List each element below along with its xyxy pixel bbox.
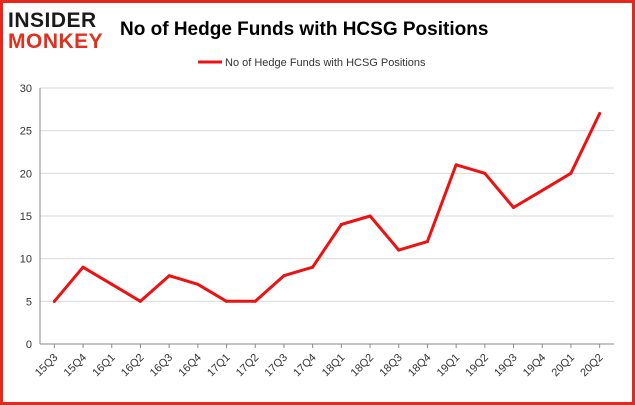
y-tick-label: 0 [26, 339, 32, 351]
axes [39, 88, 614, 348]
data-point [196, 282, 200, 286]
logo-bottom-text: MONKEY [8, 30, 103, 53]
y-tick-label: 15 [20, 211, 32, 223]
y-tick-label: 25 [20, 126, 32, 138]
x-tick-label: 17Q4 [291, 352, 319, 380]
insider-monkey-logo: INSIDER MONKEY [8, 9, 103, 53]
x-tick-label: 16Q3 [148, 352, 176, 380]
x-tick-label: 18Q1 [320, 352, 348, 380]
data-point [253, 299, 257, 303]
y-tick-label: 5 [26, 296, 32, 308]
data-point [339, 223, 343, 227]
data-point [425, 240, 429, 244]
logo-top-text: INSIDER [8, 9, 97, 32]
x-tick-label: 17Q3 [263, 352, 291, 380]
data-point [81, 265, 85, 269]
x-tick-label: 19Q2 [463, 352, 491, 380]
data-point [138, 299, 142, 303]
data-point [52, 299, 56, 303]
y-tick-label: 20 [20, 168, 32, 180]
x-tick-label: 20Q1 [550, 352, 578, 380]
x-tick-label: 16Q4 [176, 352, 204, 380]
series-layer [52, 112, 602, 303]
data-point [483, 171, 487, 175]
y-tick-labels: 0 5 10 15 20 25 30 [20, 83, 32, 351]
x-tick-label: 16Q2 [119, 352, 147, 380]
x-tick-label: 15Q4 [62, 352, 90, 380]
x-tick-label: 15Q3 [33, 352, 61, 380]
x-tick-label: 20Q2 [578, 352, 606, 380]
x-tick-label: 16Q1 [90, 352, 118, 380]
y-tick-label: 30 [20, 83, 32, 95]
data-point [110, 282, 114, 286]
data-point [311, 265, 315, 269]
series-line [52, 112, 602, 303]
x-tick-label: 18Q3 [377, 352, 405, 380]
data-point [540, 188, 544, 192]
data-point [397, 248, 401, 252]
x-tick-label: 19Q3 [492, 352, 520, 380]
x-tick-label: 18Q4 [406, 352, 434, 380]
legend-label: No of Hedge Funds with HCSG Positions [225, 57, 426, 69]
data-point [598, 112, 602, 116]
x-tick-label: 19Q1 [435, 352, 463, 380]
legend: No of Hedge Funds with HCSG Positions [198, 57, 426, 69]
data-point [225, 299, 229, 303]
x-tick-label: 17Q2 [234, 352, 262, 380]
x-tick-label: 18Q2 [349, 352, 377, 380]
x-tick-label: 17Q1 [205, 352, 233, 380]
data-point [512, 205, 516, 209]
y-tick-label: 10 [20, 254, 32, 266]
x-tick-label: 19Q4 [521, 352, 549, 380]
chart-title: No of Hedge Funds with HCSG Positions [120, 19, 488, 40]
data-point [167, 274, 171, 278]
data-point [282, 274, 286, 278]
data-point [454, 163, 458, 167]
data-point [368, 214, 372, 218]
x-tick-labels: 15Q3 15Q4 16Q1 16Q2 16Q3 16Q4 17Q1 17Q2 17Q3 17Q4… [33, 352, 606, 380]
data-point [569, 171, 573, 175]
gridlines [40, 87, 614, 302]
